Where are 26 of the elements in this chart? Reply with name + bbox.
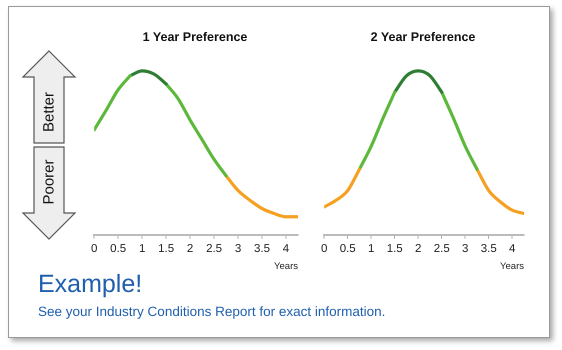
x-tick-label: 1.5 [386,242,403,255]
x-tick-label: 0 [90,242,98,255]
x-tick-label: 1 [138,242,146,255]
x-tick-label: 2 [415,242,422,255]
x-axis-title: Years [274,260,298,272]
x-tick-label: 1.5 [158,242,174,255]
x-tick-label: 3 [234,242,242,255]
x-tick-label: 0 [320,242,328,255]
x-tick-label: 3 [462,242,468,255]
x-tick-label: 3.5 [254,242,270,255]
chart-title: 1 Year Preference [142,30,248,44]
text: Example! [38,270,142,299]
x-tick-label: 4 [509,242,516,255]
text: See your Industry Conditions Report for exact information. [38,304,386,319]
x-tick-label: 0.5 [340,242,356,255]
chart-title: 2 Year Preference [370,30,476,44]
x-axis-title: Years [500,260,524,272]
x-tick-label: 4 [282,242,290,255]
down-arrow-icon: Poorer [22,146,76,240]
x-tick-label: 2.5 [434,242,450,255]
x-tick-label: 1 [368,242,374,255]
x-tick-label: 0.5 [110,242,126,255]
x-tick-label: 2 [186,242,194,255]
x-tick-label: 2.5 [206,242,222,255]
x-tick-label: 3.5 [480,242,497,255]
up-arrow-icon: Better [22,50,76,144]
